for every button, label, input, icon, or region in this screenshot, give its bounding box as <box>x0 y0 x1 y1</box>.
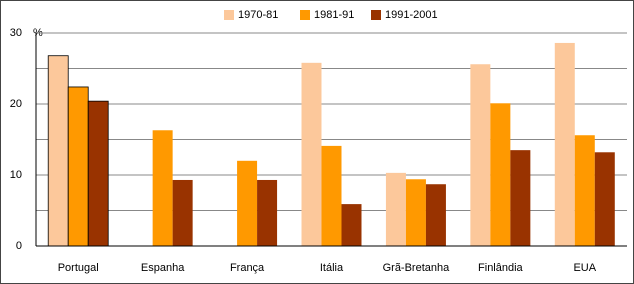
bar <box>67 86 89 247</box>
x-tick-label: Grã-Bretanha <box>383 262 451 274</box>
bar <box>172 179 193 246</box>
x-tick-label: EUA <box>573 262 596 274</box>
bar <box>425 184 446 246</box>
bar <box>237 160 258 246</box>
legend-label: 1981-91 <box>314 9 354 21</box>
bar <box>385 172 406 246</box>
y-tick-label: 20 <box>10 98 22 110</box>
y-tick-label: 10 <box>10 169 22 181</box>
bar <box>470 64 491 247</box>
bar <box>321 145 342 246</box>
legend-swatch <box>224 10 234 20</box>
bar <box>554 42 575 246</box>
legend-swatch <box>300 10 310 20</box>
x-tick-label: Finlândia <box>478 262 524 274</box>
y-tick-label: 30 <box>10 27 22 39</box>
bar <box>47 55 69 247</box>
bar <box>594 152 615 246</box>
bar <box>341 204 362 246</box>
bar <box>257 179 278 246</box>
bar <box>510 150 531 246</box>
bar <box>574 135 595 246</box>
bar <box>152 130 173 246</box>
bar <box>405 179 426 246</box>
x-tick-label: Espanha <box>141 262 185 274</box>
legend-label: 1991-2001 <box>385 9 438 21</box>
bar <box>87 100 109 247</box>
y-tick-label: 0 <box>16 240 22 252</box>
x-tick-label: França <box>230 262 265 274</box>
x-tick-label: Itália <box>320 262 344 274</box>
legend-swatch <box>371 10 381 20</box>
x-tick-label: Portugal <box>58 262 99 274</box>
bar <box>490 103 511 246</box>
legend-label: 1970-81 <box>238 9 278 21</box>
bar <box>301 62 322 246</box>
